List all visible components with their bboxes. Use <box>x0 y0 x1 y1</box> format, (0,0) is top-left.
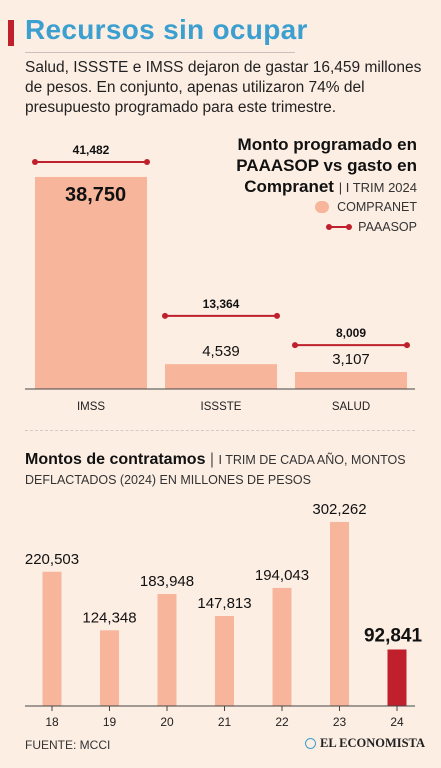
chart1-period-sep: | <box>338 180 346 195</box>
bar-value-year-19: 124,348 <box>82 609 136 626</box>
bar-value-year-24: 92,841 <box>364 625 423 646</box>
footer-source: FUENTE: MCCI <box>25 738 111 752</box>
x-tick-label-21: 21 <box>218 715 232 729</box>
legend-paaasop-label: PAAASOP <box>358 220 417 234</box>
bar-value-year-21: 147,813 <box>197 595 251 612</box>
title-rule <box>25 52 295 53</box>
chart1-title-block: Monto programado en PAAASOP vs gasto en … <box>177 134 417 198</box>
chart1-period: I TRIM 2024 <box>345 180 417 195</box>
range-value-paaasop-issste: 13,364 <box>203 297 240 311</box>
bar-value-compranet-issste: 4,539 <box>202 343 240 360</box>
x-tick-label-24: 24 <box>390 715 404 729</box>
x-tick-label-22: 22 <box>275 715 289 729</box>
bar-year-19 <box>100 630 119 706</box>
x-tick-label-imss: IMSS <box>77 401 105 413</box>
x-tick-label-18: 18 <box>45 715 59 729</box>
page-subtitle: Salud, ISSSTE e IMSS dejaron de gastar 1… <box>25 59 422 116</box>
bar-compranet-imss <box>35 176 147 389</box>
bar-compranet-salud <box>295 371 407 389</box>
x-tick-label-issste: ISSSTE <box>201 401 242 413</box>
section-divider <box>25 430 415 431</box>
legend-paaasop: PAAASOP <box>326 220 417 234</box>
page-title: Recursos sin ocupar <box>25 14 308 45</box>
bar-value-year-18: 220,503 <box>25 551 79 568</box>
footer-brand-text: EL ECONOMISTA <box>320 736 425 750</box>
range-dot-left-imss <box>32 159 38 165</box>
bar-value-year-20: 183,948 <box>140 573 194 590</box>
bar-year-24 <box>387 649 407 706</box>
bar-year-22 <box>272 587 292 706</box>
bar-year-21 <box>215 616 234 706</box>
bar-value-compranet-imss: 38,750 <box>65 184 126 206</box>
bar-year-23 <box>330 522 349 706</box>
range-dot-left-salud <box>292 342 298 349</box>
bar-year-18 <box>42 571 62 706</box>
range-dot-right-imss <box>144 159 150 165</box>
legend-compranet: COMPRANET <box>315 200 417 214</box>
x-tick-label-20: 20 <box>160 715 174 729</box>
bar-value-year-22: 194,043 <box>255 567 309 584</box>
bar-year-20 <box>157 594 177 706</box>
brand-logo-icon <box>305 738 316 749</box>
bar-value-compranet-salud: 3,107 <box>332 351 370 368</box>
legend-range-line-icon <box>326 224 353 230</box>
legend-compranet-label: COMPRANET <box>337 200 417 214</box>
accent-bar <box>8 20 14 46</box>
chart2-title: Montos de contratamos <box>25 451 206 468</box>
range-value-paaasop-salud: 8,009 <box>336 326 366 340</box>
bar-compranet-issste <box>165 364 277 389</box>
x-tick-label-19: 19 <box>103 715 117 729</box>
x-tick-label-23: 23 <box>333 715 347 729</box>
bar-value-year-23: 302,262 <box>312 501 366 518</box>
range-value-paaasop-imss: 41,482 <box>73 143 110 157</box>
range-dot-right-salud <box>404 342 410 349</box>
chart1-title: Monto programado en PAAASOP vs gasto en … <box>236 135 417 196</box>
footer-brand: EL ECONOMISTA <box>305 736 425 751</box>
range-dot-left-issste <box>162 312 168 319</box>
legend-swatch-icon <box>315 201 330 213</box>
chart2-title-rest: I TRIM DE CADA AÑO, MONTOS DEFLACTADOS (… <box>25 453 406 487</box>
x-tick-label-salud: SALUD <box>332 401 370 413</box>
range-dot-right-issste <box>274 312 280 319</box>
chart2-title-sep: | <box>205 451 219 468</box>
chart1-svg: 38,750 41,482 IMSS 4,539 13,364 ISSSTE 3,107 8,… <box>25 143 415 413</box>
chart2-title-block: Montos de contratamos | I TRIM DE CADA A… <box>25 450 425 490</box>
